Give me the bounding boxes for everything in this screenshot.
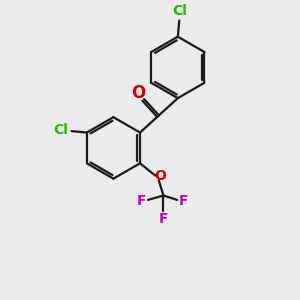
Text: Cl: Cl: [172, 4, 187, 18]
Text: Cl: Cl: [53, 123, 68, 136]
Text: F: F: [137, 194, 146, 208]
Text: O: O: [154, 169, 166, 183]
Text: F: F: [159, 212, 168, 226]
Text: F: F: [179, 194, 188, 208]
Text: O: O: [131, 84, 146, 102]
